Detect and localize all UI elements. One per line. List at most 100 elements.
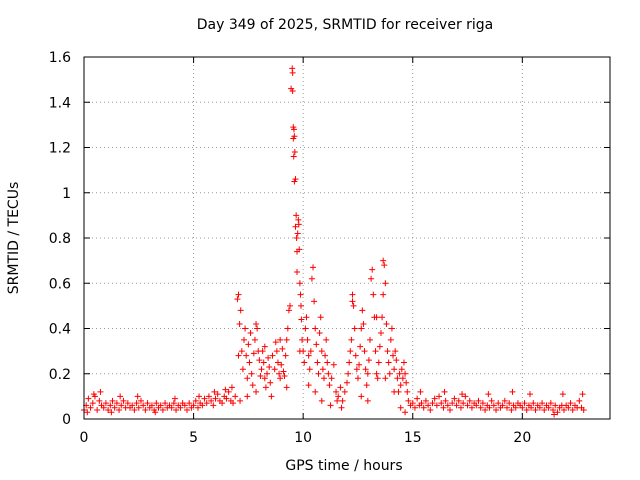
x-tick-label: 20	[513, 430, 531, 446]
data-point	[580, 406, 587, 413]
data-point	[285, 307, 292, 314]
data-point	[353, 366, 360, 373]
data-point	[436, 393, 443, 400]
data-point	[319, 366, 326, 373]
data-point	[427, 406, 434, 413]
data-point	[438, 400, 445, 407]
data-point	[457, 404, 464, 411]
data-point	[211, 388, 218, 395]
data-point	[284, 325, 291, 332]
data-point	[358, 393, 365, 400]
data-point	[111, 404, 118, 411]
data-point	[291, 178, 298, 185]
data-point	[262, 384, 269, 391]
y-tick-label: 0.4	[49, 322, 71, 338]
data-point	[117, 393, 124, 400]
data-point	[257, 373, 264, 380]
data-point	[142, 406, 149, 413]
x-tick-label: 10	[294, 430, 312, 446]
data-point	[338, 404, 345, 411]
data-point	[308, 275, 315, 282]
data-point	[431, 395, 438, 402]
data-point	[268, 393, 275, 400]
y-tick-label: 0	[62, 412, 71, 428]
data-point	[222, 386, 229, 393]
data-point	[396, 370, 403, 377]
data-point	[339, 397, 346, 404]
data-point	[425, 402, 432, 409]
data-point	[477, 404, 484, 411]
data-point	[225, 388, 232, 395]
data-point	[244, 375, 251, 382]
data-point	[253, 388, 260, 395]
data-point	[370, 291, 377, 298]
data-point	[485, 391, 492, 398]
x-tick-label: 15	[404, 430, 422, 446]
data-point	[96, 397, 103, 404]
data-point	[344, 379, 350, 386]
data-point	[464, 402, 471, 409]
data-point	[235, 291, 242, 298]
data-point	[356, 361, 363, 368]
data-point	[363, 382, 370, 389]
data-point	[294, 230, 301, 237]
data-point	[382, 375, 389, 382]
data-point	[409, 400, 416, 407]
data-point	[349, 291, 356, 298]
data-point	[313, 341, 320, 348]
data-point	[462, 393, 469, 400]
data-point	[451, 395, 458, 402]
data-point	[360, 320, 367, 327]
data-point	[380, 291, 387, 298]
data-point	[239, 366, 246, 373]
data-point	[135, 404, 142, 411]
data-point	[440, 404, 447, 411]
data-point	[390, 352, 397, 359]
data-point	[245, 341, 252, 348]
data-point	[334, 397, 341, 404]
data-point	[453, 402, 460, 409]
data-point	[422, 397, 429, 404]
data-point	[243, 352, 250, 359]
data-point	[508, 406, 515, 413]
data-point	[352, 352, 359, 359]
data-point	[397, 382, 404, 389]
data-point	[302, 325, 309, 332]
data-point	[521, 400, 528, 407]
data-point	[205, 393, 212, 400]
data-point	[318, 397, 325, 404]
data-point	[429, 400, 436, 407]
data-point	[237, 307, 244, 314]
data-point	[237, 397, 244, 404]
data-point	[473, 402, 480, 409]
y-tick-label: 1	[62, 186, 71, 202]
data-point	[107, 402, 114, 409]
data-point	[254, 325, 261, 332]
data-point	[265, 354, 272, 361]
data-point	[361, 348, 368, 355]
data-point	[490, 402, 497, 409]
data-markers	[81, 65, 587, 418]
data-point	[315, 370, 322, 377]
data-point	[113, 400, 120, 407]
data-point	[264, 370, 271, 377]
data-point	[287, 302, 294, 309]
data-point	[466, 397, 473, 404]
data-point	[306, 366, 313, 373]
data-point	[420, 404, 427, 411]
data-point	[418, 400, 425, 407]
data-point	[244, 393, 251, 400]
y-tick-label: 1.2	[49, 141, 71, 157]
data-point	[89, 400, 96, 407]
data-point	[579, 391, 586, 398]
data-point	[417, 388, 424, 395]
data-point	[223, 395, 230, 402]
data-point	[397, 404, 404, 411]
data-point	[442, 397, 449, 404]
data-point	[293, 212, 300, 219]
data-point	[459, 391, 466, 398]
data-point	[289, 87, 296, 94]
data-point	[393, 357, 400, 364]
data-point	[576, 397, 583, 404]
